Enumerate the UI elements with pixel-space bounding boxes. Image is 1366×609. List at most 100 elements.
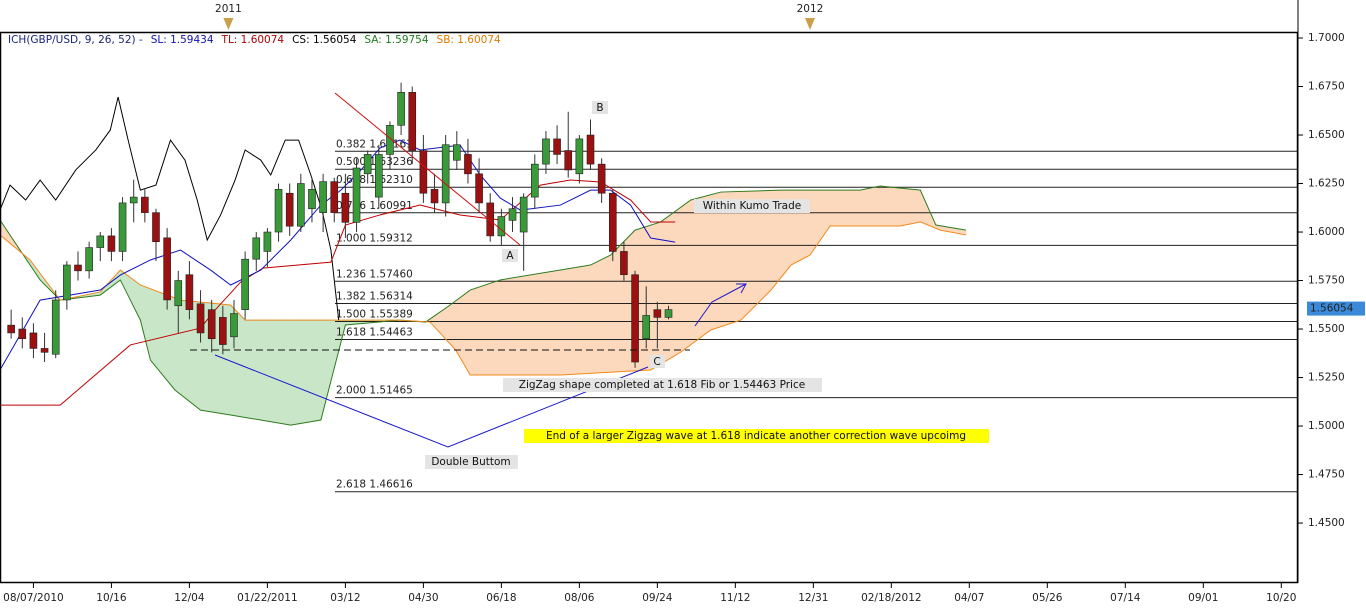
- y-tick-label: 1.5750: [1308, 275, 1345, 287]
- kumo-fill: [300, 319, 304, 424]
- x-tick-label: 08/06: [564, 592, 595, 604]
- kumo-fill: [291, 319, 295, 426]
- kumo-fill: [496, 279, 500, 376]
- candle-body: [441, 144, 450, 204]
- kumo-fill: [485, 283, 489, 376]
- kumo-fill: [877, 185, 881, 227]
- kumo-fill: [193, 301, 197, 408]
- candle-body: [308, 189, 316, 210]
- kumo-fill: [148, 287, 152, 362]
- y-tick-label: 1.6500: [1308, 129, 1345, 141]
- legend-entry: ICH(GBP/USD, 9, 26, 52) -: [8, 34, 143, 46]
- kumo-fill: [313, 319, 317, 422]
- label-bg: [524, 429, 989, 443]
- kumo-fill: [873, 186, 877, 227]
- candle-body: [519, 196, 528, 233]
- x-tick-label: 10/20: [1266, 592, 1296, 604]
- kumo-fill: [572, 267, 576, 375]
- kumo-fill: [550, 270, 553, 376]
- y-tick-label: 1.6250: [1308, 178, 1345, 190]
- kumo-fill: [826, 189, 830, 232]
- kumo-fill: [478, 285, 482, 376]
- y-tick-label: 1.5000: [1308, 420, 1345, 432]
- kumo-fill: [594, 261, 598, 374]
- wave-label: A: [506, 250, 514, 262]
- kumo-fill: [824, 189, 828, 236]
- kumo-fill: [258, 319, 262, 421]
- indicator-line: [0, 96, 340, 321]
- kumo-fill: [879, 185, 883, 227]
- kumo-fill: [603, 256, 607, 373]
- candle-body: [207, 309, 216, 340]
- kumo-fill: [347, 319, 351, 326]
- kumo-fill: [538, 272, 542, 376]
- kumo-fill: [897, 187, 901, 227]
- kumo-fill: [296, 319, 299, 425]
- x-tick-label: 10/16: [96, 592, 127, 604]
- kumo-fill: [710, 193, 714, 331]
- kumo-fill: [534, 273, 538, 376]
- last-price-box: [1307, 301, 1365, 316]
- kumo-fill: [886, 186, 890, 227]
- kumo-fill: [280, 319, 284, 425]
- kumo-fill: [616, 245, 620, 373]
- kumo-fill: [659, 220, 663, 366]
- kumo-fill: [908, 188, 912, 225]
- kumo-fill: [467, 289, 471, 377]
- candle-body: [241, 258, 249, 310]
- kumo-fill: [601, 257, 605, 374]
- kumo-fill: [866, 187, 870, 227]
- kumo-fill: [146, 287, 150, 356]
- year-marker: [804, 18, 815, 30]
- kumo-fill: [697, 197, 700, 341]
- kumo-fill: [173, 297, 177, 392]
- candle-body: [74, 264, 82, 272]
- x-tick-label: 04/30: [408, 592, 438, 604]
- kumo-fill: [501, 279, 504, 376]
- x-tick-label: 12/31: [798, 592, 828, 604]
- candle-body: [118, 202, 127, 252]
- kumo-fill: [690, 199, 694, 346]
- wave-label: B: [596, 102, 603, 114]
- kumo-fill: [561, 269, 565, 376]
- kumo-fill: [848, 189, 852, 227]
- fib-label: 1.618 1.54463: [336, 326, 413, 338]
- kumo-fill: [329, 319, 333, 386]
- kumo-fill: [817, 189, 821, 245]
- kumo-fill: [474, 287, 478, 376]
- kumo-fill: [255, 319, 259, 421]
- kumo-fill: [302, 319, 306, 424]
- kumo-fill: [815, 189, 819, 248]
- kumo-fill: [830, 189, 834, 227]
- kumo-fill: [509, 277, 513, 376]
- fib-label: 1.236 1.57460: [336, 268, 413, 280]
- annotation: Double Buttom: [431, 456, 510, 468]
- kumo-fill: [204, 302, 208, 412]
- kumo-fill: [661, 218, 665, 364]
- x-tick-label: 05/26: [1032, 592, 1063, 604]
- kumo-fill: [864, 188, 868, 227]
- candle-body: [653, 309, 662, 318]
- legend-entry: SB: 1.60074: [437, 34, 501, 46]
- y-tick-label: 1.4750: [1308, 469, 1345, 481]
- label-bg: [592, 101, 608, 114]
- kumo-fill: [463, 292, 467, 369]
- kumo-fill: [498, 279, 502, 376]
- kumo-fill: [171, 296, 175, 390]
- kumo-fill: [592, 262, 596, 374]
- axes: 1.4500 1.4750 1.5000 1.5250 1.5500 1.5750 1.60…: [3, 0, 1365, 604]
- candle-body: [553, 138, 561, 155]
- kumo-fill: [576, 266, 580, 375]
- kumo-fill: [454, 299, 458, 353]
- kumo-fill: [605, 255, 609, 373]
- y-tick-label: 1.6750: [1308, 81, 1345, 93]
- label-bg: [425, 455, 518, 469]
- label-bg: [502, 249, 518, 262]
- candle-body: [508, 208, 517, 221]
- kumo-fill: [913, 189, 917, 224]
- year-marker: [223, 18, 234, 30]
- candle-body: [252, 237, 261, 260]
- arrow-head: [736, 283, 747, 294]
- kumo-fill: [694, 197, 698, 343]
- kumo-fill: [278, 319, 282, 424]
